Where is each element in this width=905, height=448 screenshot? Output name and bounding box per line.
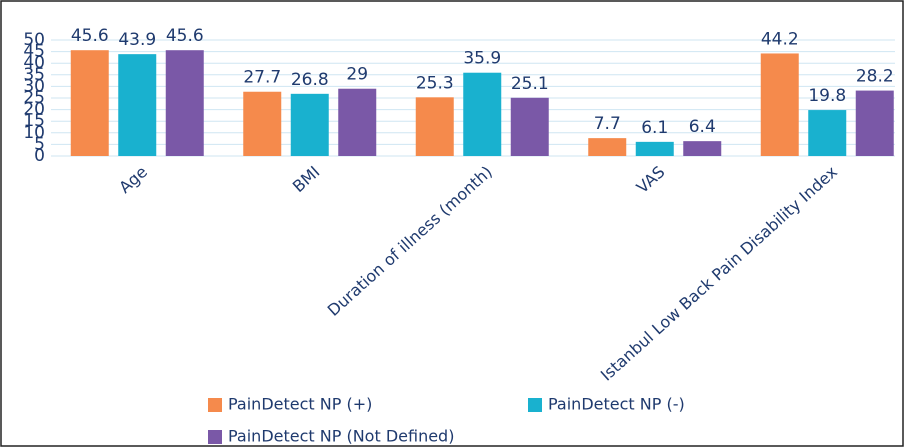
value-label: 26.8 (291, 70, 329, 90)
y-tick-label: 50 (23, 30, 45, 50)
bar (808, 110, 847, 156)
value-label: 45.6 (166, 26, 204, 46)
y-tick-label: 5 (34, 134, 45, 154)
bar (635, 141, 674, 156)
value-label: 7.7 (594, 114, 621, 134)
legend-label: PainDetect NP (+) (228, 395, 372, 414)
legend-label: PainDetect NP (Not Defined) (228, 427, 454, 446)
value-label: 19.8 (808, 86, 846, 106)
y-tick-label: 35 (23, 65, 45, 85)
y-tick-label: 45 (23, 42, 45, 62)
value-label: 35.9 (463, 49, 501, 69)
value-label: 25.1 (511, 74, 549, 94)
bar (510, 97, 549, 156)
value-label: 27.7 (243, 68, 281, 88)
y-tick-label: 10 (23, 123, 45, 143)
y-tick-label: 0 (34, 146, 45, 166)
bar (855, 90, 894, 156)
bar (243, 91, 282, 156)
value-label: 43.9 (118, 30, 156, 50)
y-tick-label: 15 (23, 111, 45, 131)
value-label: 45.6 (71, 26, 109, 46)
legend-swatch (528, 398, 542, 412)
bar (760, 53, 799, 156)
y-tick-label: 20 (23, 100, 45, 120)
value-label: 6.1 (641, 118, 668, 138)
value-label: 28.2 (856, 67, 894, 87)
value-label: 44.2 (761, 29, 799, 49)
legend-label: PainDetect NP (-) (548, 395, 685, 414)
bar (165, 50, 204, 156)
bar (338, 88, 377, 156)
y-tick-label: 30 (23, 76, 45, 96)
bar (463, 72, 502, 156)
bar (118, 54, 157, 156)
legend-swatch (208, 398, 222, 412)
y-tick-label: 40 (23, 53, 45, 73)
y-tick-label: 25 (23, 88, 45, 108)
bar (70, 50, 109, 156)
value-label: 25.3 (416, 73, 454, 93)
legend-swatch (208, 430, 222, 444)
bar (290, 93, 329, 156)
bar (588, 138, 627, 156)
bar (415, 97, 454, 156)
value-label: 29 (346, 65, 368, 85)
value-label: 6.4 (689, 117, 716, 137)
bar (683, 141, 722, 156)
